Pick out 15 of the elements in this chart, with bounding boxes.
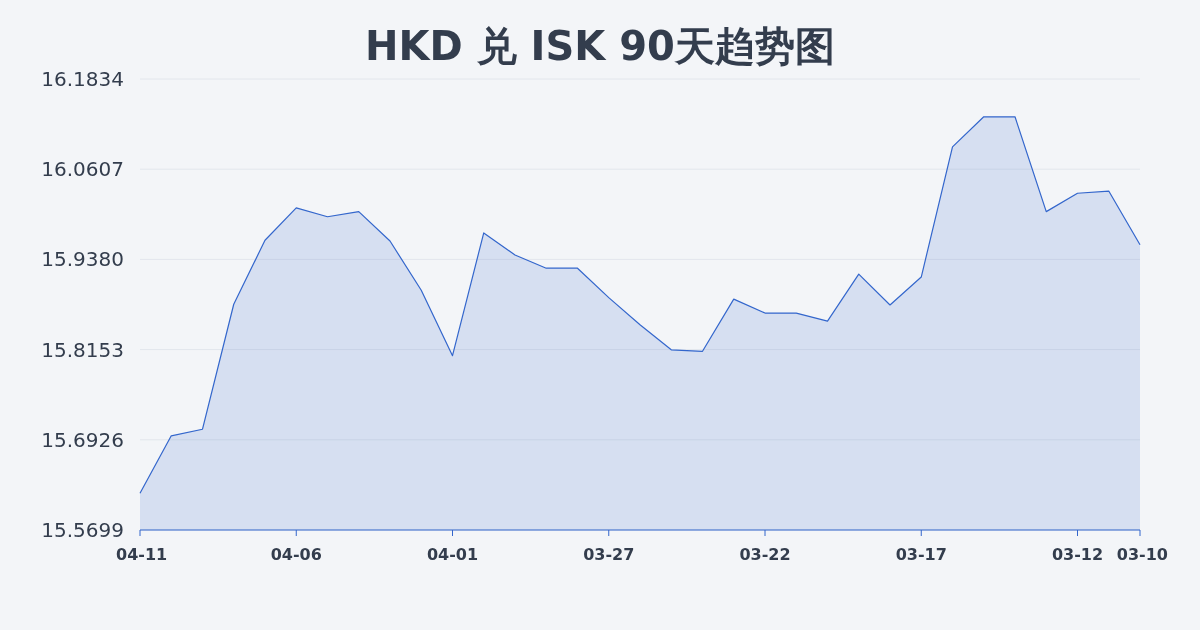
y-tick-label: 16.1834: [41, 67, 124, 91]
x-tick-label: 03-27: [583, 545, 635, 564]
chart-title: HKD 兑 ISK 90天趋势图: [365, 23, 835, 69]
y-tick-label: 15.5699: [41, 518, 124, 542]
x-tick-label: 03-10: [1116, 545, 1168, 564]
x-tick-label: 03-12: [1051, 545, 1104, 564]
y-tick-label: 16.0607: [41, 157, 124, 182]
x-tick-label: 04-11: [116, 545, 168, 564]
y-tick-label: 15.8153: [41, 337, 124, 362]
x-tick-label: 04-01: [426, 545, 479, 564]
x-tick-label: 03-22: [739, 545, 791, 564]
x-tick-label: 04-06: [270, 545, 322, 564]
y-tick-label: 15.6926: [41, 427, 124, 452]
y-tick-label: 15.9380: [41, 247, 124, 272]
x-tick-label: 03-17: [895, 545, 947, 564]
